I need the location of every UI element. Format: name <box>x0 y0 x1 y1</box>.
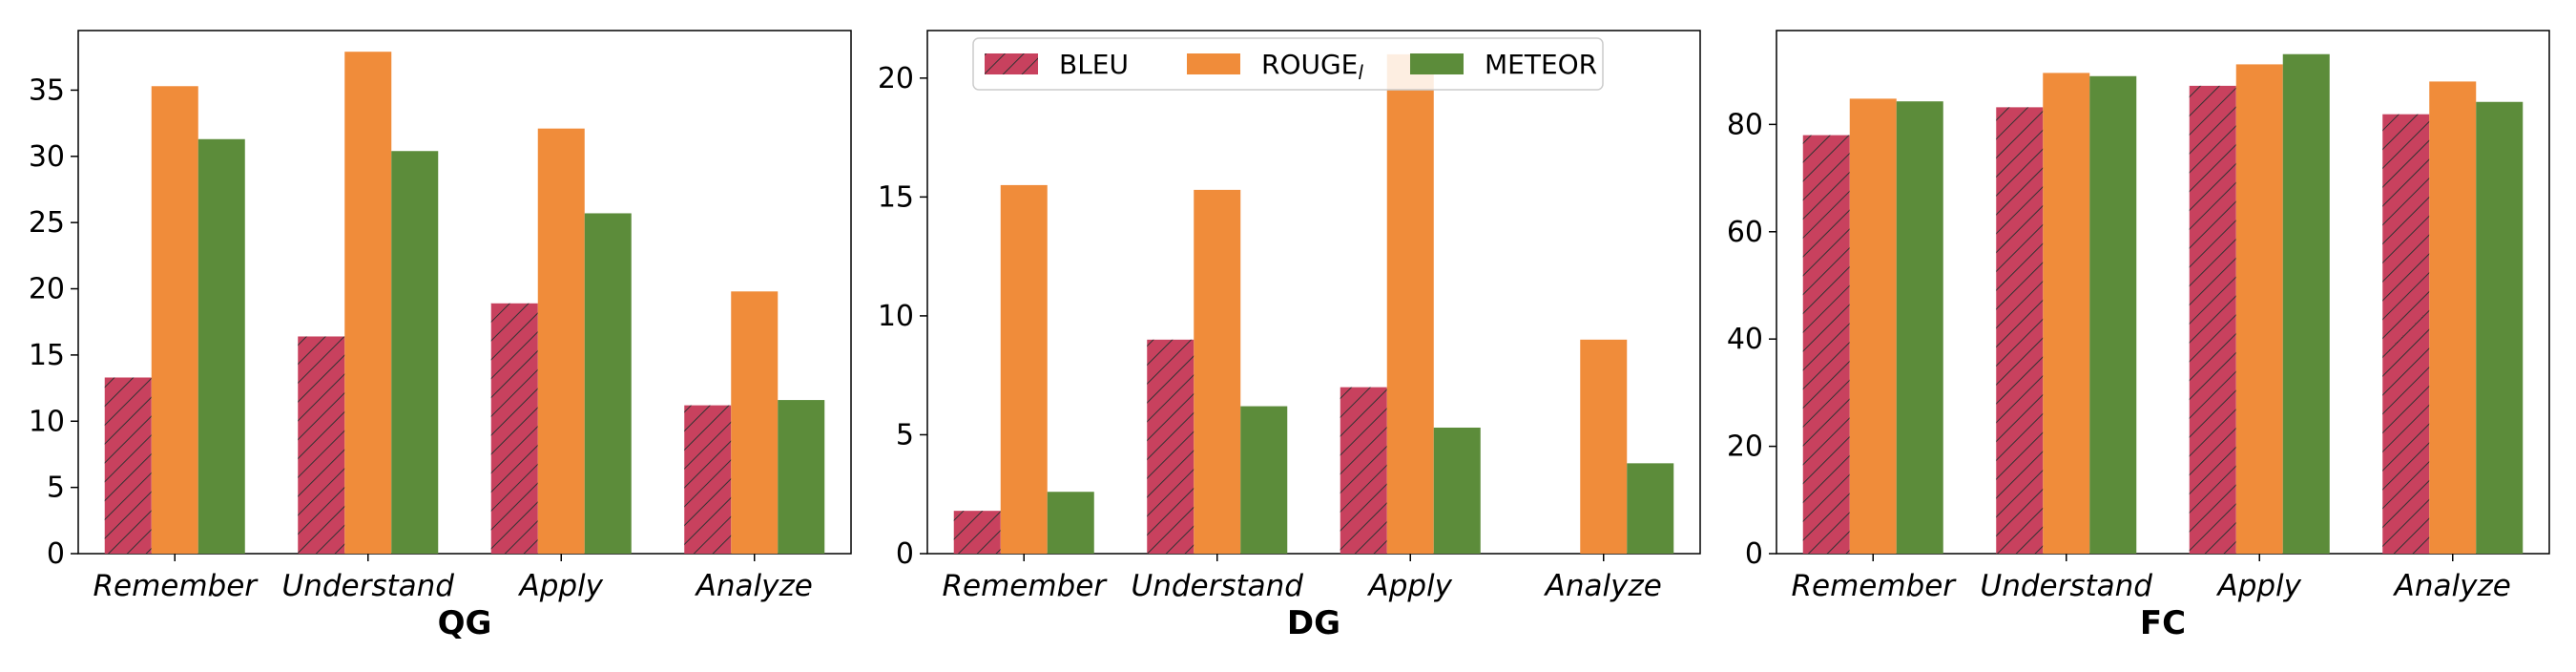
bar-hatch <box>2189 85 2236 554</box>
x-tick-label: Remember <box>1791 569 1957 603</box>
bar-meteor <box>391 151 439 554</box>
bar-meteor <box>197 138 245 554</box>
legend: BLEU ROUGEl METEOR <box>972 37 1604 91</box>
legend-label-rouge: ROUGEl <box>1261 49 1363 84</box>
bar-hatch <box>953 511 1001 554</box>
panel-dg: 0 5 10 15 20 Remember Understand Apply Analyze DG <box>878 30 1701 642</box>
y-tick-label: 40 <box>1727 323 1763 356</box>
x-tick-label: Remember <box>93 569 259 603</box>
x-tick-label: Apply <box>517 569 603 603</box>
legend-label-meteor: METEOR <box>1485 49 1597 80</box>
y-tick-label: 0 <box>47 537 65 571</box>
bar-hatch <box>490 303 538 554</box>
y-tick-label: 15 <box>29 339 65 372</box>
bar-meteor <box>584 213 632 554</box>
bar-hatch <box>1147 339 1195 554</box>
x-tick-label: Analyze <box>695 569 813 603</box>
bar-hatch <box>2382 114 2430 555</box>
y-tick-label: 20 <box>1727 430 1763 464</box>
x-tick-label: Apply <box>1366 569 1452 603</box>
bar-hatch <box>1340 387 1387 554</box>
bar-rouge <box>537 128 585 555</box>
legend-swatch-meteor <box>1410 53 1464 74</box>
bar-meteor <box>1047 492 1094 554</box>
bar-rouge <box>2235 64 2283 554</box>
x-tick-label: Apply <box>2215 569 2301 603</box>
y-tick-label: 20 <box>29 273 65 306</box>
y-tick-label: 20 <box>878 62 914 95</box>
legend-swatch-rouge <box>1187 53 1240 74</box>
bar-rouge <box>2429 81 2477 555</box>
y-tick-label: 35 <box>29 74 65 107</box>
bar-meteor <box>1627 463 1674 554</box>
y-tick-label: 10 <box>878 300 914 333</box>
panel-xlabel: QG <box>438 604 492 642</box>
bar-meteor <box>1433 427 1481 554</box>
y-tick-label: 5 <box>896 418 914 452</box>
legend-box <box>972 37 1604 91</box>
y-tick-label: 30 <box>29 140 65 174</box>
bar-hatch <box>298 336 345 554</box>
y-tick-label: 25 <box>29 206 65 240</box>
y-tick-label: 0 <box>896 537 914 571</box>
y-tick-label: 0 <box>1745 537 1763 571</box>
bar-meteor <box>2089 75 2137 555</box>
bar-hatch <box>1996 107 2044 554</box>
bar-rouge <box>1849 98 1897 554</box>
axes-frame <box>77 30 852 555</box>
y-tick-label: 80 <box>1727 108 1763 141</box>
x-tick-label: Remember <box>942 569 1108 603</box>
x-tick-label: Analyze <box>1544 569 1662 603</box>
bar-meteor <box>2282 53 2330 555</box>
legend-label-bleu: BLEU <box>1059 49 1129 80</box>
legend-swatch-hatch <box>985 53 1038 74</box>
y-tick-label: 5 <box>47 472 65 505</box>
bar-hatch <box>684 405 732 554</box>
bar-meteor <box>2476 101 2524 555</box>
bar-rouge <box>1194 189 1241 554</box>
x-tick-label: Understand <box>1132 569 1304 603</box>
bar-rouge <box>1580 339 1628 554</box>
panel-qg: 0 5 10 15 20 25 30 35 Remember Understand Apply Ana… <box>29 30 852 642</box>
x-tick-label: Analyze <box>2393 569 2511 603</box>
bar-rouge <box>1000 184 1048 554</box>
bar-hatch <box>1802 135 1850 554</box>
bar-meteor <box>1896 101 1943 555</box>
bar-meteor <box>778 400 825 554</box>
axes-frame <box>926 30 1701 555</box>
bar-rouge <box>731 291 779 554</box>
panel-fc: 0 20 40 60 80 Remember Understand Apply Analyze F… <box>1727 30 2550 642</box>
axes-frame <box>1776 30 2550 555</box>
y-tick-label: 15 <box>878 180 914 214</box>
panel-xlabel: FC <box>2140 604 2186 642</box>
bar-rouge <box>2043 73 2090 555</box>
bar-rouge <box>344 52 392 555</box>
bar-meteor <box>1240 406 1288 554</box>
y-tick-label: 60 <box>1727 216 1763 249</box>
y-tick-label: 10 <box>29 405 65 438</box>
bar-rouge <box>151 86 198 554</box>
bar-hatch <box>104 377 152 554</box>
x-tick-label: Understand <box>282 569 455 603</box>
panel-xlabel: DG <box>1287 604 1340 642</box>
x-tick-label: Understand <box>1981 569 2153 603</box>
bar-rouge <box>1386 53 1434 554</box>
